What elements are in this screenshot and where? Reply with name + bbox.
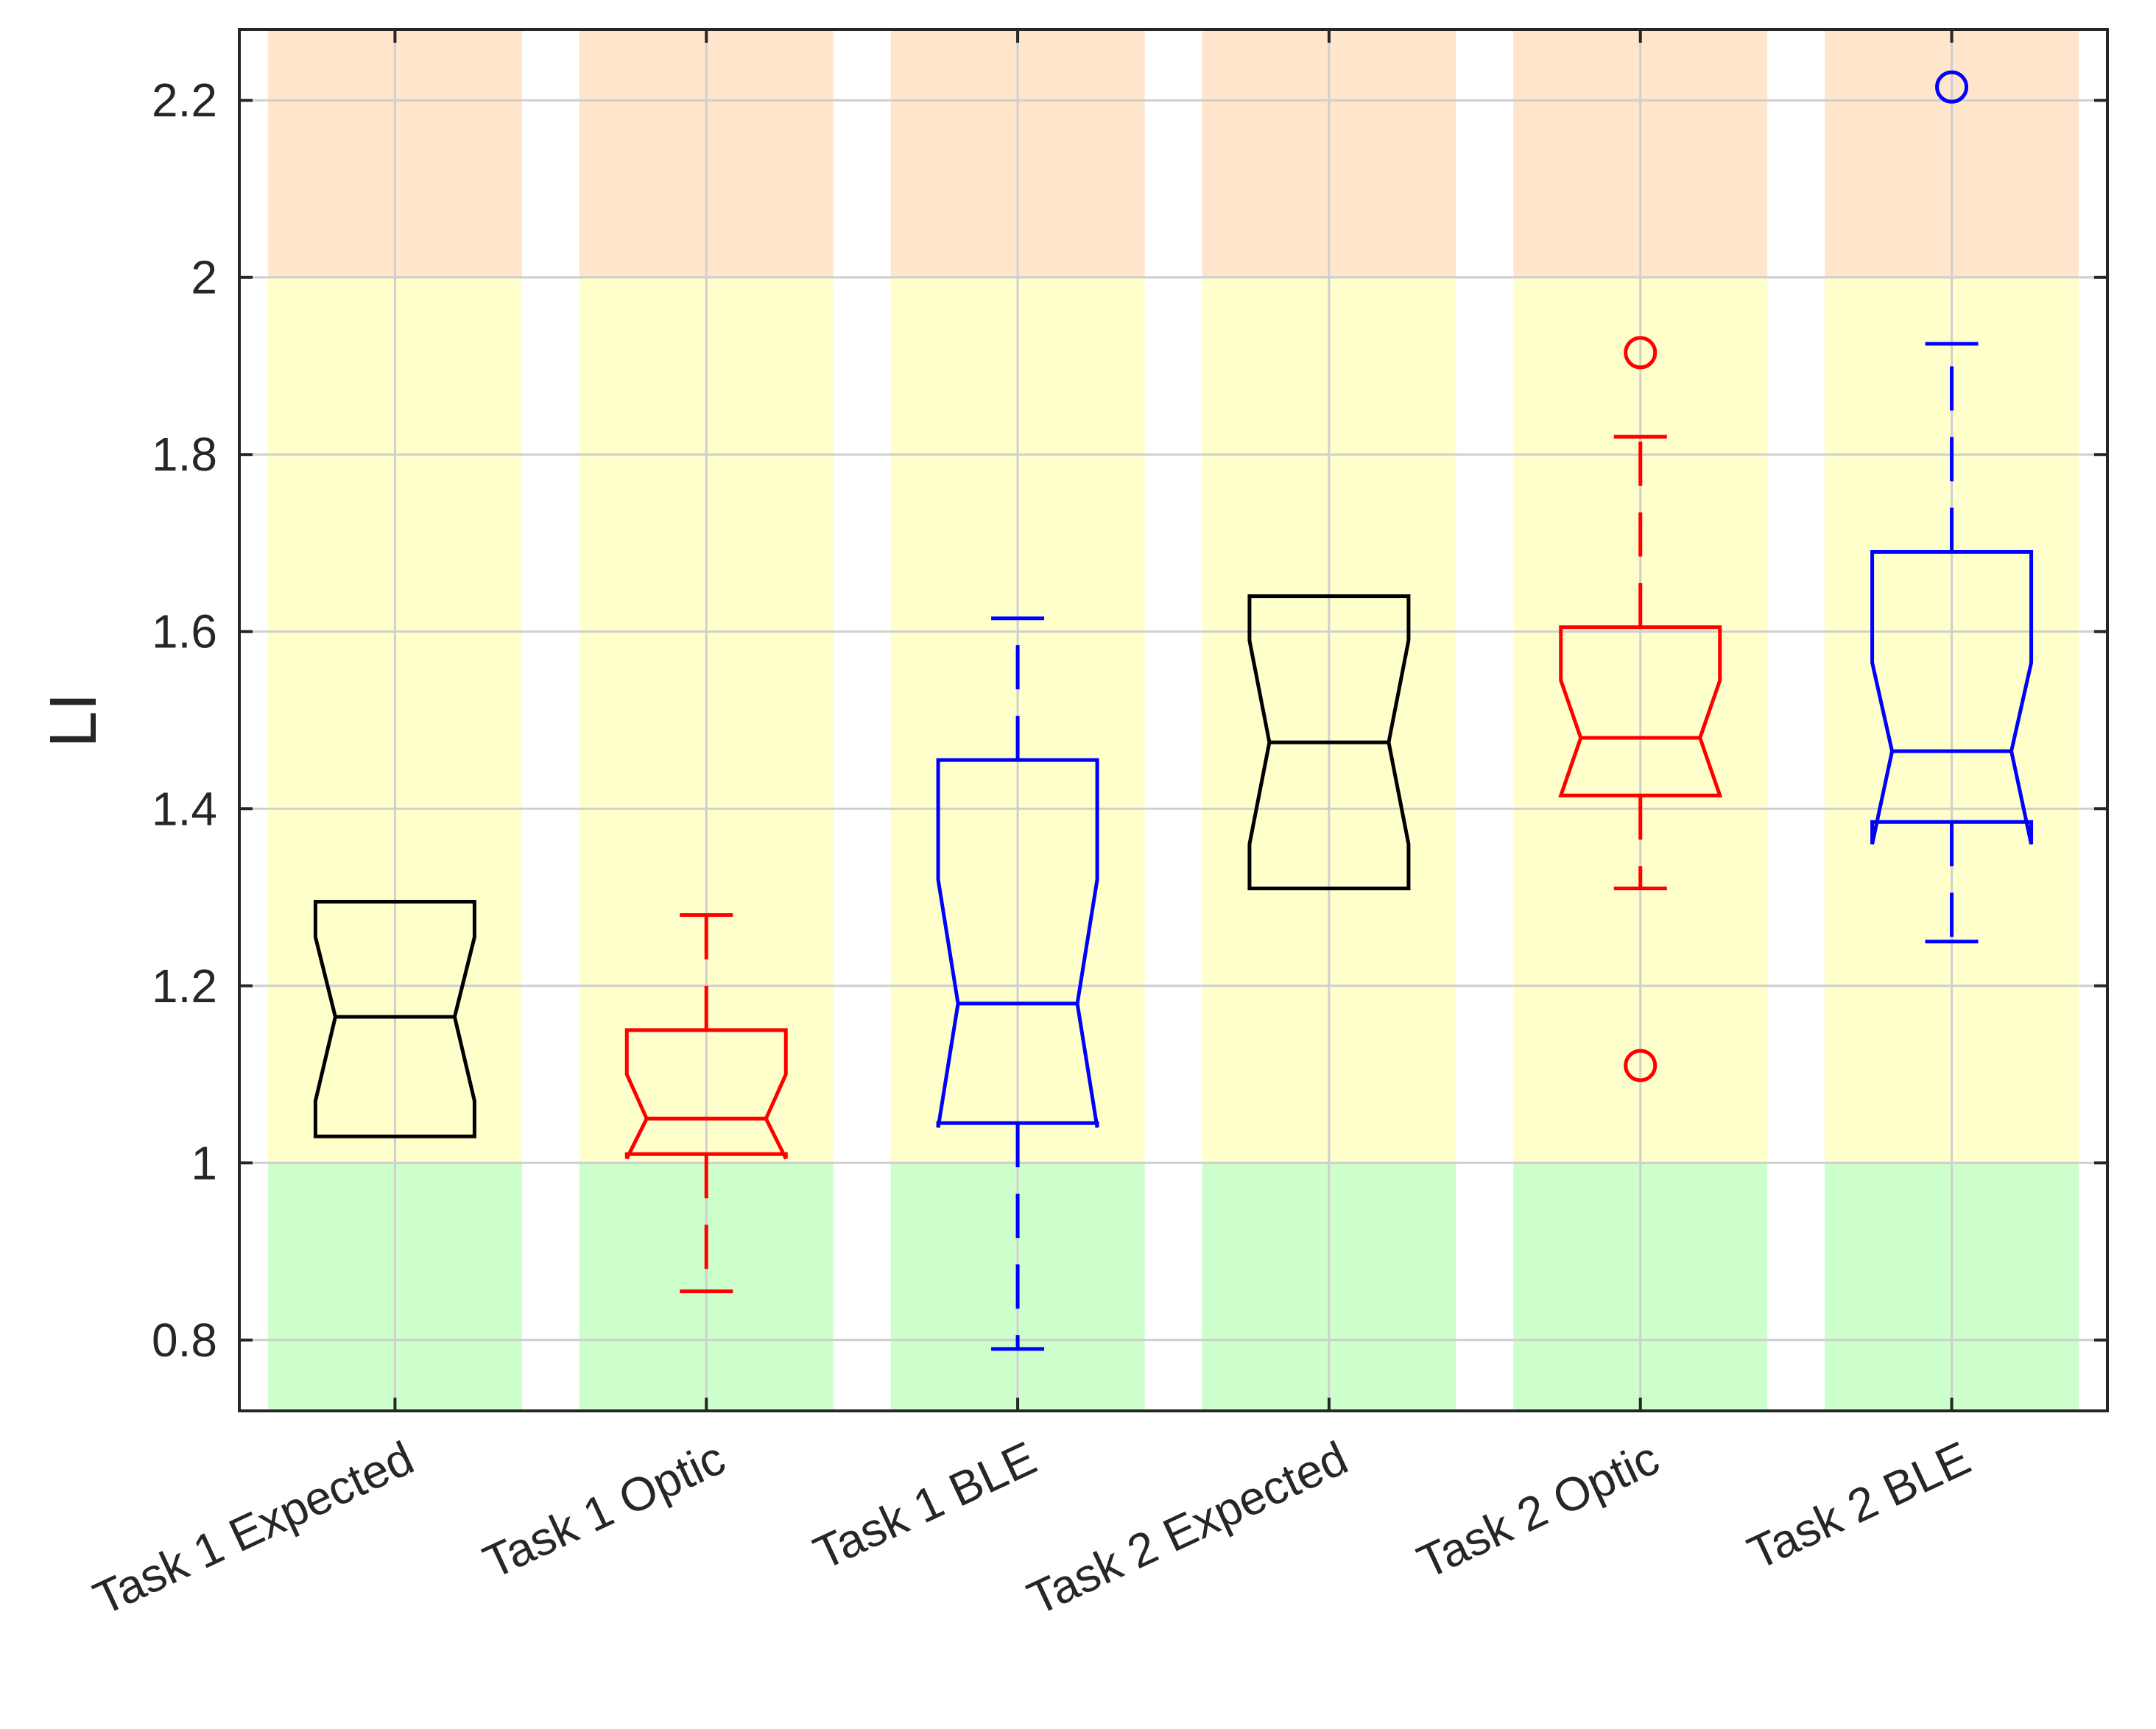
y-tick-label: 2.2 [152, 74, 217, 127]
outlier-point [1935, 70, 1969, 104]
box-body [624, 1028, 788, 1160]
box-body [1247, 594, 1411, 890]
y-tick-label: 0.8 [152, 1314, 217, 1367]
y-tick-label: 1.8 [152, 428, 217, 481]
box-body [1558, 625, 1723, 797]
x-tick-label: Task 2 BLE [1740, 1431, 1979, 1580]
box-series [313, 70, 2034, 1351]
y-axis: 0.8 1 1.2 1.4 1.6 1.8 2 2.2 [152, 74, 2107, 1367]
box-3 [936, 616, 1099, 1351]
box-body [936, 758, 1099, 1128]
box-4 [1247, 594, 1411, 890]
box-body [313, 900, 476, 1138]
outlier-point [1624, 1049, 1657, 1082]
y-axis-title: LI [37, 692, 110, 747]
x-tick-label: Task 2 Optic [1409, 1431, 1667, 1588]
y-tick-label: 1.2 [152, 959, 217, 1013]
x-tick-label: Task 1 BLE [806, 1431, 1044, 1580]
background-bands [267, 29, 2079, 1411]
x-tick-label: Task 1 Optic [476, 1431, 733, 1588]
grid-lines [239, 29, 2107, 1411]
box-2 [624, 913, 788, 1294]
box-5 [1558, 336, 1723, 1082]
y-tick-label: 2 [191, 251, 217, 304]
x-tick-label: Task 2 Expected [1020, 1431, 1356, 1625]
box-1 [313, 900, 476, 1138]
plot-frame [238, 28, 2109, 1412]
box-body [1870, 550, 2034, 845]
box-6 [1870, 70, 2034, 944]
x-tick-label: Task 1 Expected [85, 1431, 421, 1625]
outlier-point [1624, 336, 1657, 370]
y-tick-label: 1 [191, 1136, 217, 1189]
y-tick-label: 1.4 [152, 782, 217, 835]
y-tick-label: 1.6 [152, 605, 217, 658]
